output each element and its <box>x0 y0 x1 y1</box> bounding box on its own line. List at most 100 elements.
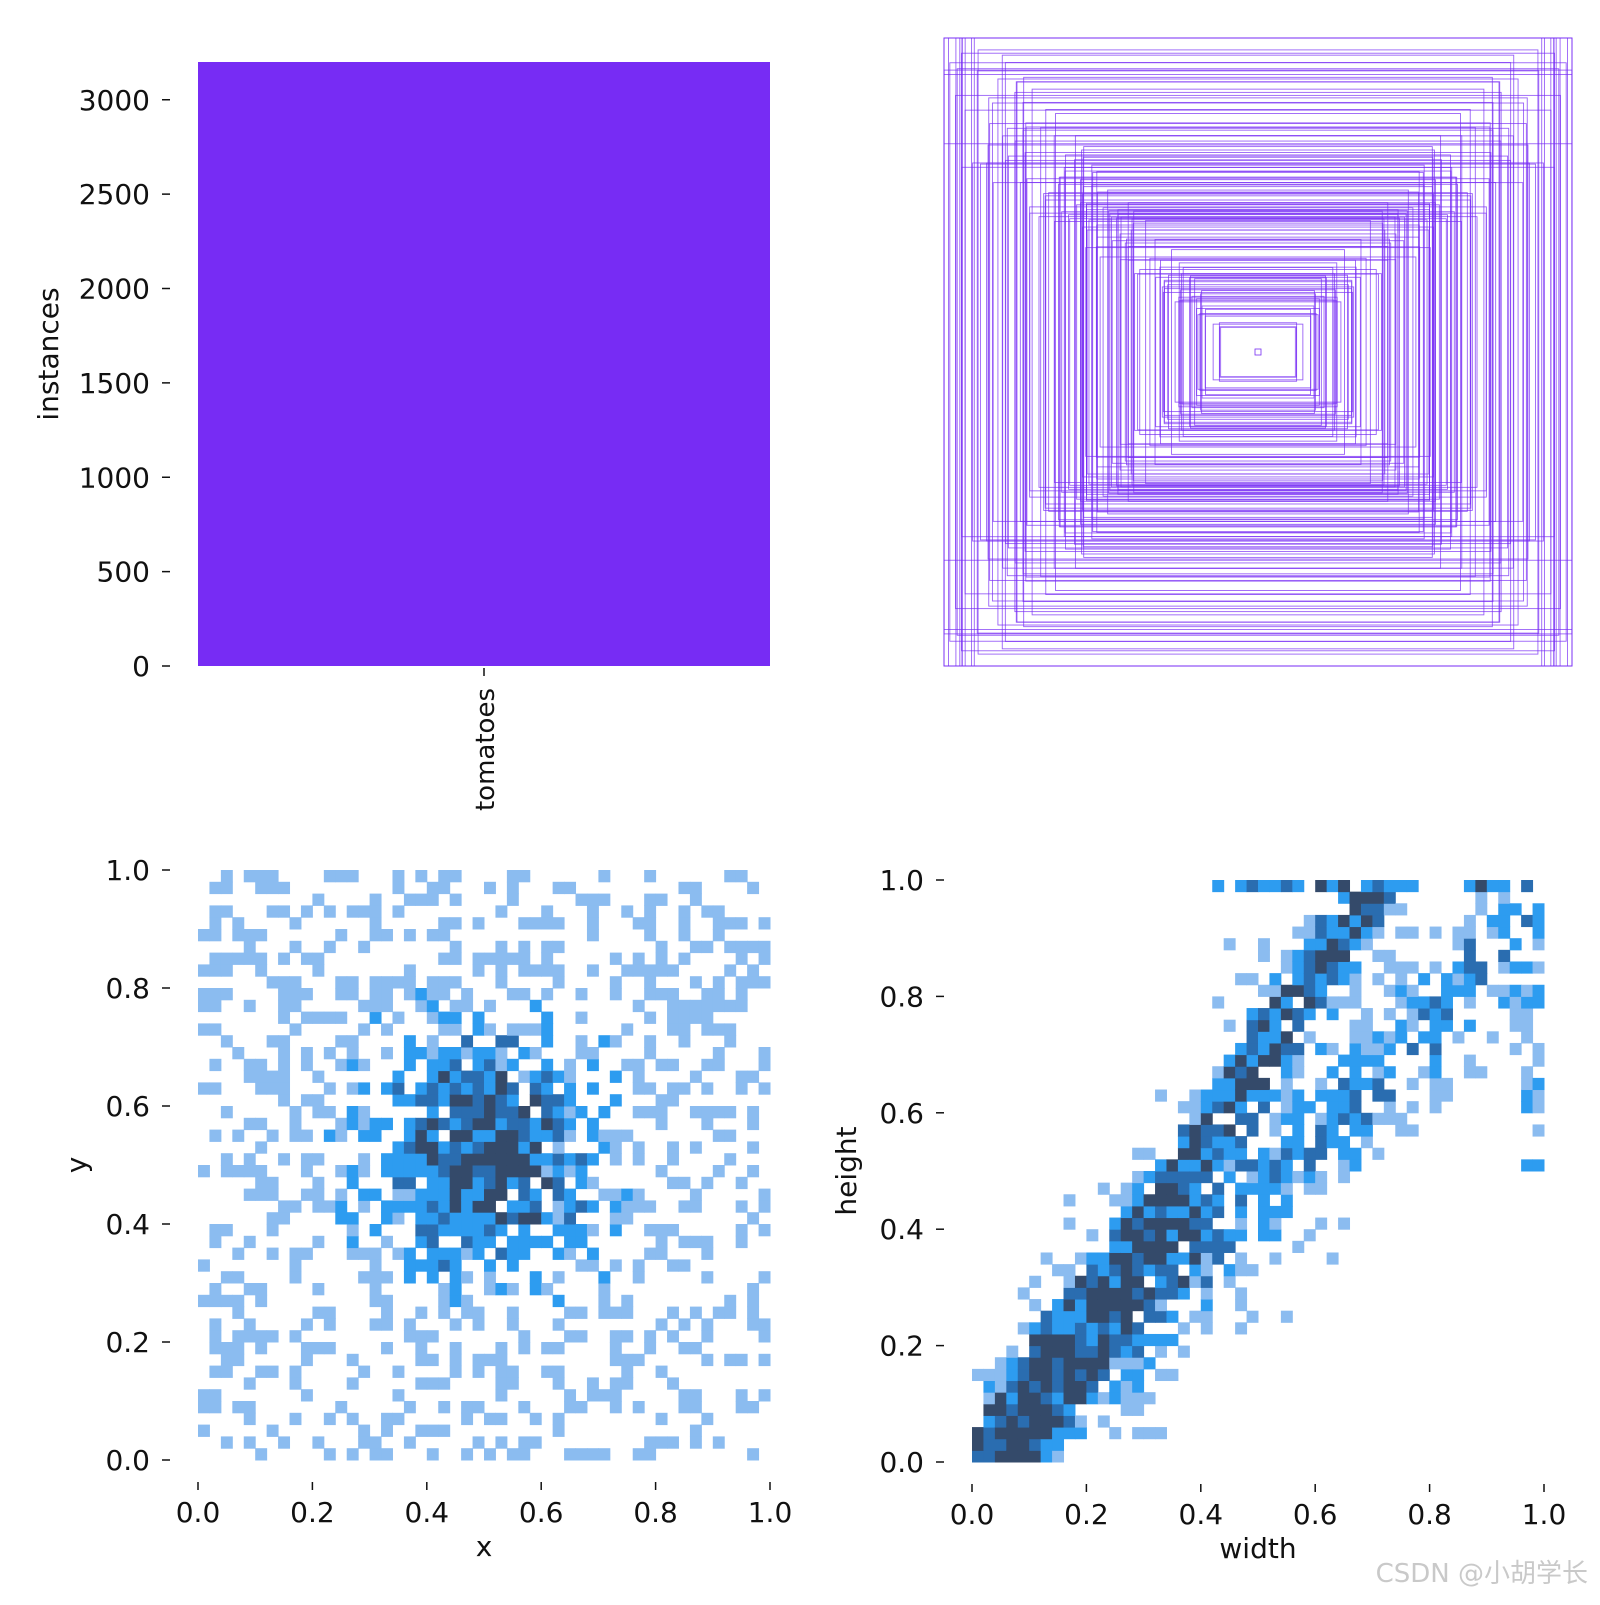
hist-cell <box>1292 1171 1305 1184</box>
box-outline <box>1031 88 1485 616</box>
hist-cell <box>1326 914 1339 928</box>
hist-cell <box>983 1403 996 1416</box>
hist-cell <box>1292 973 1305 986</box>
hist-cell <box>438 1283 451 1296</box>
hist-cell <box>701 1271 714 1284</box>
hist-cell <box>484 1082 496 1095</box>
y-tick-label: 2000 <box>79 273 150 306</box>
hist-cell <box>506 1200 519 1213</box>
hist-cell <box>415 1188 428 1201</box>
y-tick-label: 0.6 <box>879 1097 924 1130</box>
hist-cell <box>701 1412 714 1426</box>
hist-cell <box>712 1306 725 1319</box>
hist-cell <box>1189 1205 1202 1219</box>
hist-cell <box>621 1377 634 1390</box>
hist-cell <box>335 1129 348 1142</box>
hist-cell <box>1349 1124 1362 1137</box>
hist-cell <box>1052 1264 1065 1277</box>
hist-cell <box>438 1070 451 1083</box>
hist-cell <box>461 1294 474 1308</box>
hist-cell <box>1189 1159 1202 1172</box>
hist-cell <box>438 1212 451 1225</box>
box-outline <box>1099 256 1417 448</box>
hist-cell <box>518 1247 531 1260</box>
hist-cell <box>472 1106 485 1119</box>
box-outline <box>1180 289 1336 415</box>
hist-cell <box>1326 938 1339 951</box>
hist-cell <box>415 1141 428 1154</box>
hist-cell <box>312 1011 325 1024</box>
hist-cell <box>495 976 508 989</box>
hist-cell <box>415 1153 428 1166</box>
hist-cell <box>1097 1357 1110 1370</box>
hist-cell <box>300 1011 313 1024</box>
hist-cell <box>1143 1240 1156 1253</box>
hist-cell <box>1223 1171 1236 1184</box>
hist-cell <box>243 1235 256 1249</box>
hist-cell <box>461 1306 474 1319</box>
hist-cell <box>426 999 439 1013</box>
hist-cell <box>369 929 382 942</box>
hist-cell <box>667 1153 679 1166</box>
hist-cell <box>449 1023 462 1036</box>
hist-cell <box>438 988 451 1001</box>
hist-cell <box>518 1200 531 1213</box>
hist-cell <box>220 1035 233 1048</box>
hist-cell <box>369 1294 382 1308</box>
hist-cell <box>678 952 691 965</box>
hist-cell <box>667 1023 679 1036</box>
hist-cell <box>667 1011 679 1024</box>
hist-cell <box>1349 1077 1362 1091</box>
hist-cell <box>667 1176 679 1190</box>
hist-cell <box>1006 1357 1019 1370</box>
hist-cell <box>1132 1322 1145 1335</box>
hist-cell <box>701 905 714 918</box>
hist-cell <box>312 1176 325 1190</box>
box-outline <box>976 70 1540 634</box>
box-outline <box>1081 226 1435 478</box>
hist-cell <box>724 964 737 977</box>
hist-cell <box>564 1200 577 1213</box>
hist-cell <box>358 1058 371 1072</box>
hist-cell <box>1532 1159 1545 1172</box>
hist-cell <box>335 929 348 942</box>
hist-cell <box>1349 938 1362 951</box>
box-outline <box>971 37 1545 667</box>
hist-cell <box>312 952 325 965</box>
hist-cell <box>529 1094 542 1107</box>
hist-cell <box>598 893 611 906</box>
hist-cell <box>232 1353 245 1367</box>
hist-cell <box>461 988 474 1001</box>
hist-cell <box>220 1106 233 1119</box>
hist-cell <box>1280 1066 1293 1079</box>
hist-cell <box>1383 880 1396 893</box>
hist-cell <box>1326 926 1339 939</box>
hist-cell <box>1475 891 1488 904</box>
hist-cell <box>1258 1031 1270 1044</box>
hist-cell <box>598 870 611 883</box>
hist-cell <box>1177 1252 1190 1265</box>
box-outline <box>1085 247 1431 457</box>
box-outline <box>1168 274 1348 430</box>
box-outline <box>1111 240 1405 464</box>
hist-cell <box>586 1224 599 1237</box>
hist-cell <box>255 1165 268 1178</box>
hist-cell <box>495 1094 508 1107</box>
box-outline <box>961 52 1555 652</box>
hist-cell <box>484 1259 496 1272</box>
x-tick-label: tomatoes <box>471 688 501 811</box>
hist-cell <box>369 976 382 989</box>
hist-cell <box>667 1141 679 1154</box>
hist-cell <box>415 999 428 1013</box>
hist-cell <box>575 1401 588 1414</box>
x-tick-label: 0.6 <box>1293 1498 1338 1531</box>
hist-cell <box>701 1011 714 1024</box>
hist-cell <box>1200 1136 1213 1149</box>
hist-cell <box>1132 1275 1145 1288</box>
hist-cell <box>1086 1264 1099 1277</box>
hist-cell <box>541 1035 554 1048</box>
hist-cell <box>1463 1019 1476 1032</box>
hist-cell <box>438 929 451 942</box>
hist-cell <box>1269 1008 1282 1021</box>
hist-cell <box>1406 1077 1419 1091</box>
